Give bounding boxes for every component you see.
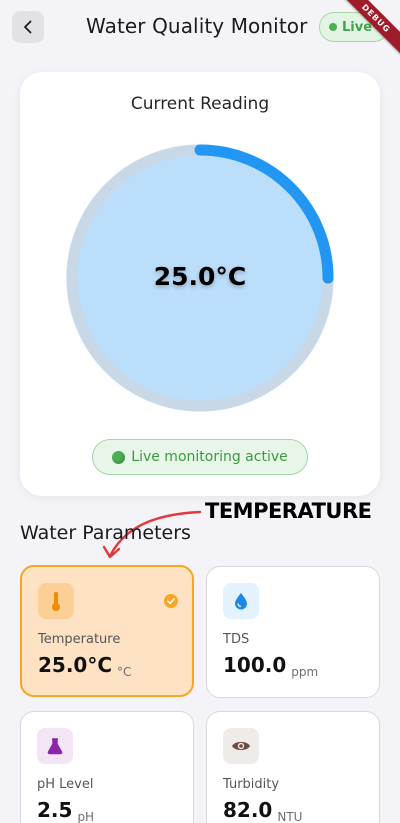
- thermometer-icon: [52, 592, 60, 611]
- param-label: Turbidity: [223, 777, 280, 792]
- live-badge-label: Live: [342, 19, 373, 35]
- selected-check-icon: [164, 594, 178, 608]
- eye-icon: [232, 741, 250, 751]
- param-card-turbidity[interactable]: Turbidity 82.0 NTU: [206, 711, 380, 823]
- green-circle-icon: [112, 450, 126, 464]
- live-dot-icon: [329, 23, 337, 31]
- param-value-row: 100.0 ppm: [223, 653, 319, 679]
- eye-icon-box: [223, 728, 259, 764]
- param-unit: pH: [77, 810, 95, 823]
- param-unit: ppm: [291, 665, 319, 679]
- app-bar: Water Quality Monitor Live DEBUG: [0, 0, 400, 60]
- param-label: Temperature: [38, 632, 121, 647]
- flask-icon: [47, 738, 63, 755]
- param-value: 100.0: [223, 653, 287, 677]
- param-card-tds[interactable]: TDS 100.0 ppm: [206, 566, 380, 698]
- debug-banner-clip: DEBUG: [340, 0, 400, 60]
- reading-card-title: Current Reading: [130, 94, 270, 114]
- current-reading-card: Current Reading 25.0°C Live monitoring a…: [20, 72, 380, 496]
- temperature-gauge: [64, 142, 336, 414]
- thermometer-icon-box: [38, 583, 74, 619]
- gauge-fill: [72, 150, 328, 406]
- param-value: 82.0: [223, 798, 273, 822]
- section-title: Water Parameters: [20, 522, 191, 544]
- param-unit: °C: [117, 665, 132, 679]
- param-label: pH Level: [37, 777, 94, 792]
- annotation-arrow: [102, 510, 202, 559]
- live-monitoring-status: Live monitoring active: [92, 439, 308, 475]
- water-drop-icon-box: [223, 583, 259, 619]
- param-card-temperature[interactable]: Temperature 25.0°C °C: [20, 565, 194, 697]
- live-monitoring-label: Live monitoring active: [131, 449, 288, 465]
- flask-icon-box: [37, 728, 73, 764]
- chevron-left-icon: [24, 20, 32, 34]
- annotation-label: TEMPERATURE: [205, 499, 372, 523]
- param-value-row: 25.0°C °C: [38, 653, 132, 679]
- back-button[interactable]: [12, 11, 44, 43]
- param-value: 2.5: [37, 798, 73, 822]
- param-card-ph[interactable]: pH Level 2.5 pH: [20, 711, 194, 823]
- debug-banner: DEBUG: [340, 0, 400, 60]
- param-label: TDS: [223, 632, 250, 647]
- param-value-row: 82.0 NTU: [223, 798, 303, 823]
- gauge-progress-arc: [66, 144, 334, 412]
- water-drop-icon: [235, 593, 247, 610]
- param-unit: NTU: [277, 810, 303, 823]
- gauge-value: 25.0°C: [153, 262, 247, 291]
- param-value-row: 2.5 pH: [37, 798, 95, 823]
- page-title: Water Quality Monitor: [86, 14, 308, 38]
- param-value: 25.0°C: [38, 653, 113, 677]
